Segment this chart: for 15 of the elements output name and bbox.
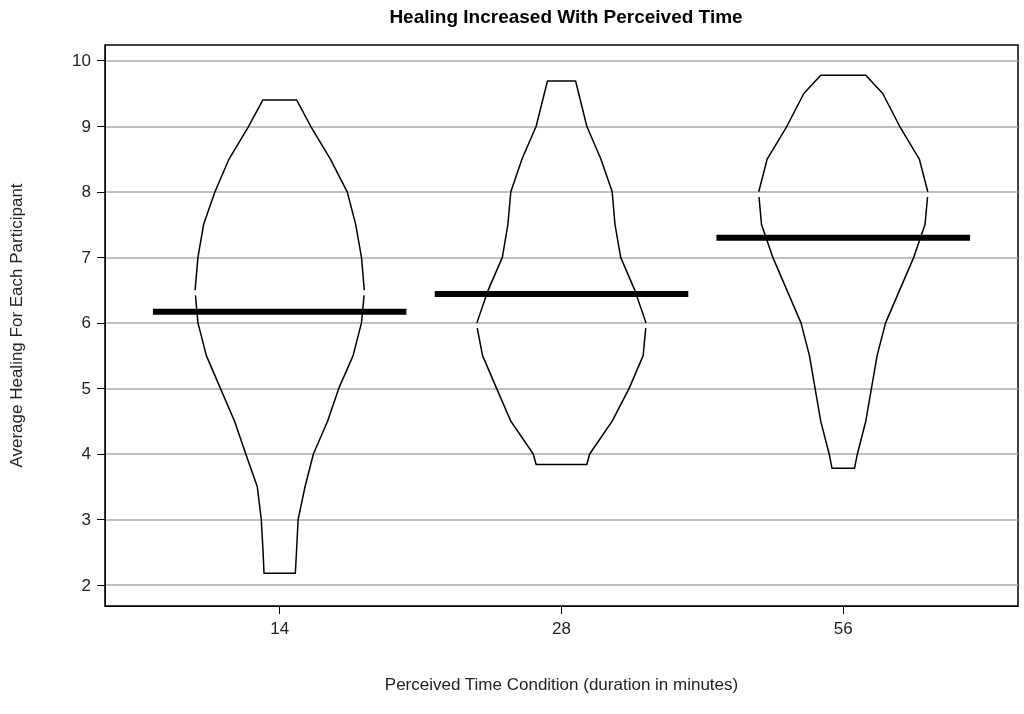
y-tick-label: 2 (81, 575, 91, 595)
y-tick-label: 7 (81, 247, 91, 267)
x-axis-title: Perceived Time Condition (duration in minutes) (384, 675, 739, 694)
y-tick-label: 3 (81, 509, 91, 529)
chart-title: Healing Increased With Perceived Time (389, 6, 743, 27)
x-tick-label: 28 (552, 619, 571, 638)
y-tick-label: 10 (72, 51, 91, 71)
y-axis-title: Average Healing For Each Participant (7, 183, 26, 468)
x-tick-label: 14 (270, 619, 290, 638)
y-tick-label: 6 (81, 313, 91, 333)
y-tick-label: 9 (81, 116, 91, 136)
y-tick-label: 5 (81, 378, 91, 398)
y-tick-label: 4 (81, 444, 91, 464)
x-tick-label: 56 (833, 619, 853, 638)
y-tick-label: 8 (81, 182, 91, 202)
